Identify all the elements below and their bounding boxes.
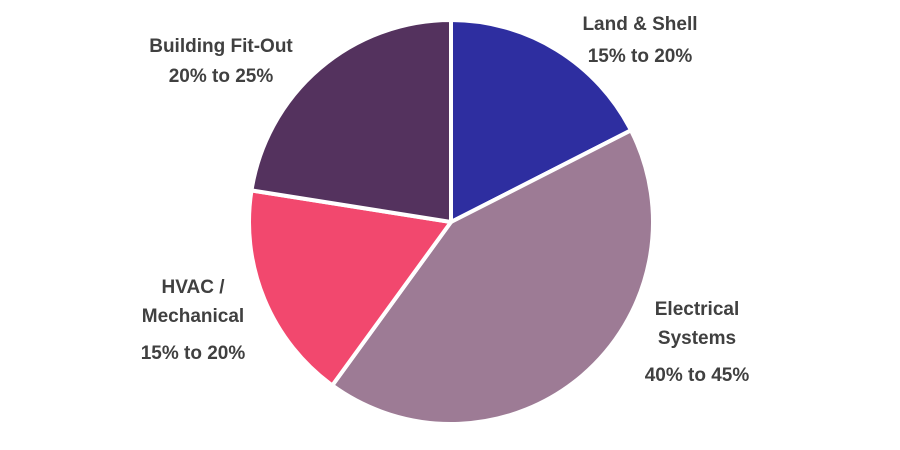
pie-slice-1 xyxy=(330,128,655,426)
slice-label-name: Systems xyxy=(658,328,736,349)
pie-slices xyxy=(247,18,655,426)
slice-label-name: HVAC / xyxy=(162,277,226,298)
slice-label-name: Electrical xyxy=(655,299,740,320)
slice-label-name: Building Fit-Out xyxy=(149,36,293,57)
slice-label-name: Mechanical xyxy=(142,306,244,327)
pie-slice-2 xyxy=(247,188,453,388)
slice-label-1: Electrical Systems 40% to 45% xyxy=(645,299,750,386)
pie-labels: Land & Shell 15% to 20% Electrical Systems 4… xyxy=(141,14,750,386)
pie-slice-3 xyxy=(249,18,453,224)
slice-label-0: Land & Shell 15% to 20% xyxy=(582,14,697,67)
slice-label-range: 40% to 45% xyxy=(645,365,750,386)
pie-slice-0 xyxy=(449,18,633,224)
slice-label-range: 15% to 20% xyxy=(588,46,693,67)
slice-label-3: Building Fit-Out 20% to 25% xyxy=(149,36,293,87)
slice-label-range: 20% to 25% xyxy=(169,66,274,87)
slice-label-range: 15% to 20% xyxy=(141,343,246,364)
slice-label-2: HVAC / Mechanical 15% to 20% xyxy=(141,277,246,364)
slice-label-name: Land & Shell xyxy=(582,14,697,35)
